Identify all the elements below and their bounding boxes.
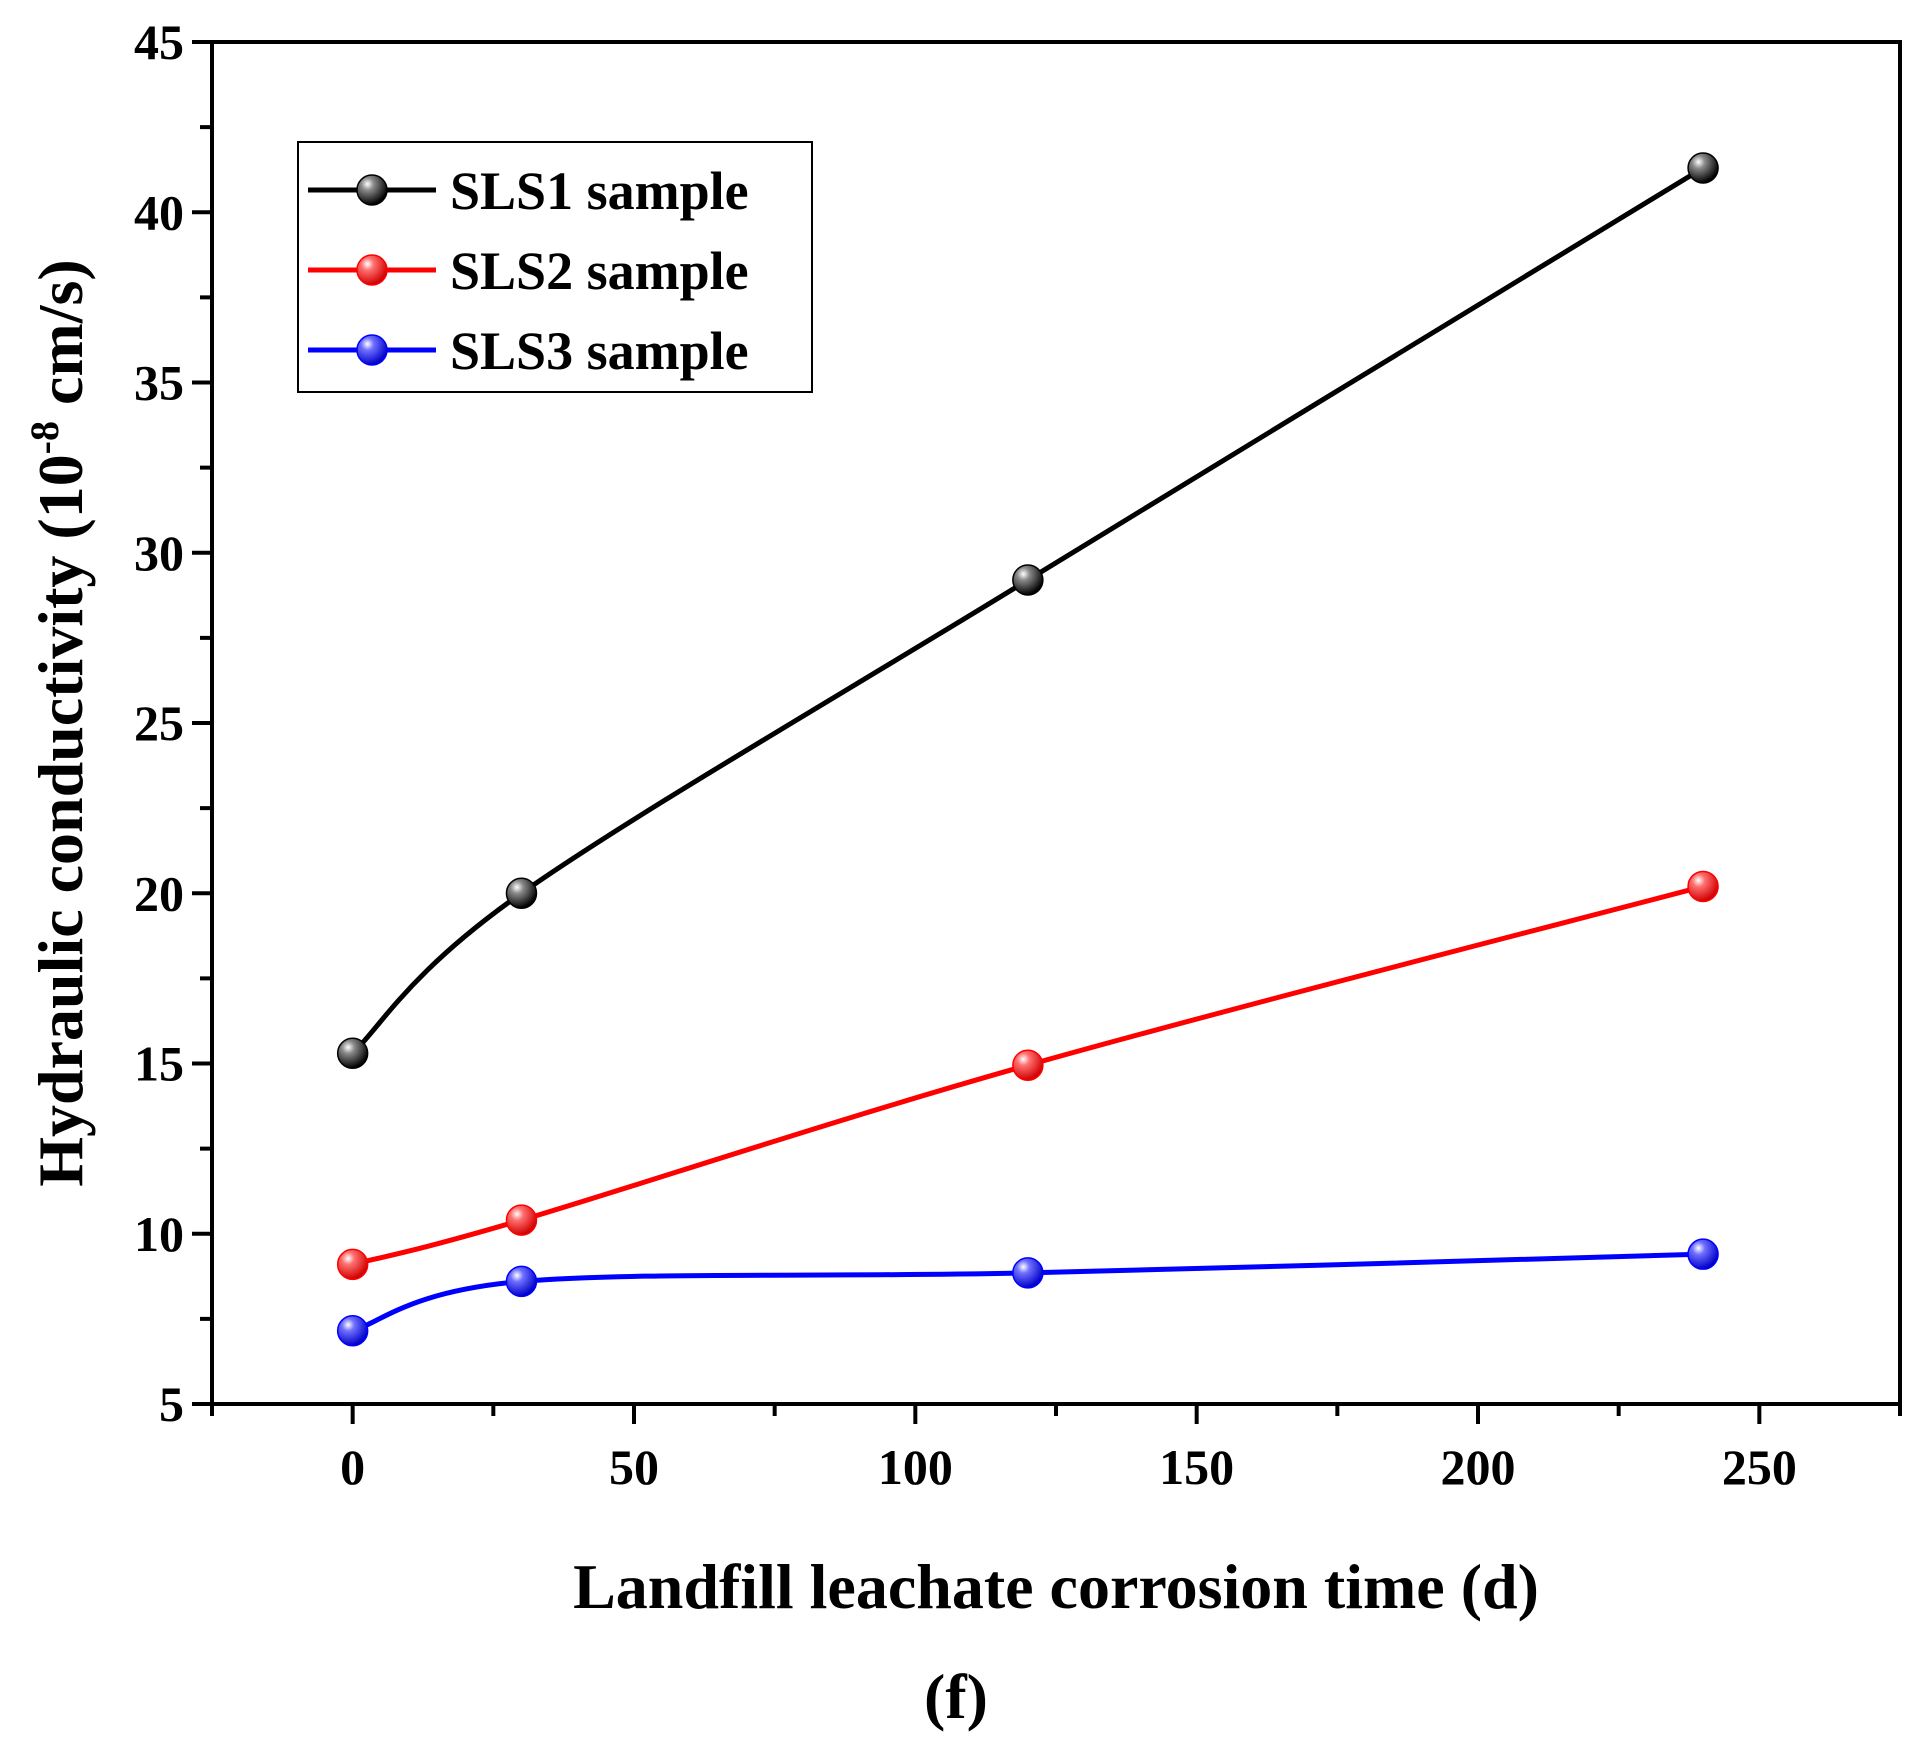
- series-line-sls2: [352, 884, 1704, 1267]
- y-axis-title-unit: cm/s): [25, 259, 96, 421]
- data-point-sls3: [505, 1265, 538, 1298]
- y-tick-label: 30: [134, 525, 184, 581]
- x-tick-label: 250: [1722, 1439, 1797, 1495]
- legend-entries: SLS1 sample SLS2 sample SLS3 sample: [308, 161, 749, 381]
- data-point-sls3: [1687, 1238, 1719, 1270]
- series-line-sls3: [351, 1251, 1704, 1334]
- y-tick-label: 25: [134, 695, 184, 751]
- x-tick-label: 0: [340, 1439, 365, 1495]
- data-point-sls1: [336, 1037, 369, 1070]
- legend-label-sls2: SLS2 sample: [450, 241, 749, 301]
- series-layer: [336, 152, 1719, 1347]
- y-axis-title-main: Hydraulic conductivity (10: [25, 454, 96, 1186]
- legend-label-sls1: SLS1 sample: [450, 161, 749, 221]
- legend-label-sls3: SLS3 sample: [450, 321, 749, 381]
- data-point-sls2: [336, 1248, 369, 1281]
- x-axis-ticks: 0 50 100 150 200 250: [210, 1404, 1902, 1495]
- x-tick-label: 100: [878, 1439, 953, 1495]
- x-tick-label: 150: [1159, 1439, 1234, 1495]
- legend-marker-sls1: [356, 174, 388, 206]
- data-point-sls2: [505, 1204, 538, 1236]
- data-point-sls1: [1012, 564, 1044, 596]
- series-line-sls1: [350, 165, 1705, 1056]
- x-axis-title: Landfill leachate corrosion time (d): [573, 1551, 1539, 1622]
- y-axis-ticks: 5 10 15 20 25 30 35 40 45: [134, 14, 212, 1432]
- figure-caption: (f): [924, 1661, 988, 1732]
- y-tick-label: 20: [134, 865, 184, 921]
- y-tick-label: 10: [134, 1206, 184, 1262]
- y-tick-label: 5: [159, 1376, 184, 1432]
- y-axis-title: Hydraulic conductivity (10-8 cm/s): [22, 259, 96, 1186]
- data-point-sls1: [1687, 152, 1719, 184]
- legend-marker-sls3: [356, 334, 388, 366]
- data-point-sls1: [505, 877, 538, 909]
- data-point-sls2: [1687, 870, 1719, 903]
- data-point-sls3: [336, 1315, 369, 1347]
- y-axis-title-exponent: -8: [22, 421, 67, 454]
- y-tick-label: 40: [134, 184, 184, 240]
- legend: SLS1 sample SLS2 sample SLS3 sample: [297, 141, 813, 393]
- legend-marker-sls2: [356, 254, 388, 286]
- y-tick-label: 45: [134, 14, 184, 70]
- data-point-sls2: [1012, 1049, 1044, 1081]
- x-tick-label: 200: [1441, 1439, 1516, 1495]
- y-tick-label: 15: [134, 1036, 184, 1092]
- y-tick-label: 35: [134, 355, 184, 411]
- data-point-sls3: [1012, 1257, 1044, 1289]
- x-tick-label: 50: [609, 1439, 659, 1495]
